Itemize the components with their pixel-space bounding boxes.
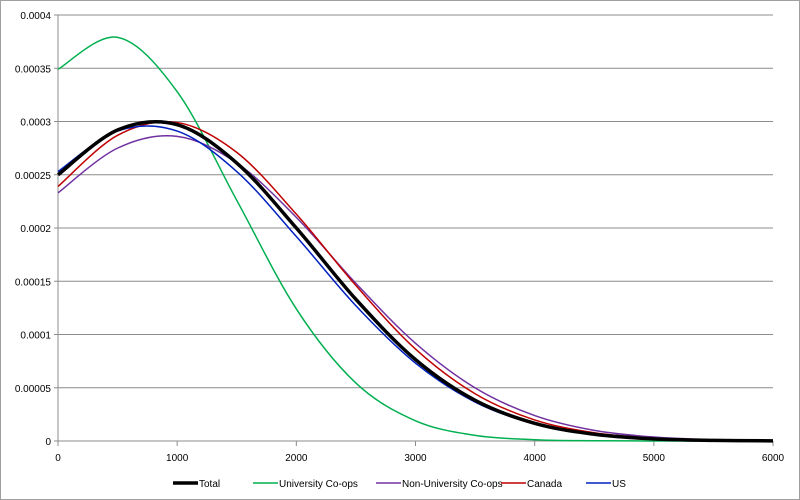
series-line-us bbox=[57, 125, 774, 442]
series-line-non-university-co-ops bbox=[57, 135, 774, 442]
y-tick-label: 0.0002 bbox=[20, 224, 51, 235]
x-tick-label: 3000 bbox=[404, 453, 427, 464]
y-tick-label: 0.00035 bbox=[15, 64, 52, 75]
x-tick-label: 0 bbox=[55, 453, 61, 464]
y-tick-label: 0.0003 bbox=[20, 118, 51, 129]
x-tick-label: 4000 bbox=[524, 453, 547, 464]
series-line-university-co-ops bbox=[57, 36, 774, 442]
legend-label: Total bbox=[199, 479, 220, 490]
legend-label: Canada bbox=[527, 479, 562, 490]
x-tick-label: 2000 bbox=[285, 453, 308, 464]
legend-label: Non-University Co-ops bbox=[402, 479, 503, 490]
y-tick-label: 0.00025 bbox=[15, 171, 52, 182]
y-tick-label: 0.0001 bbox=[20, 331, 51, 342]
x-tick-label: 5000 bbox=[643, 453, 666, 464]
x-tick-label: 1000 bbox=[166, 453, 189, 464]
legend-label: University Co-ops bbox=[279, 479, 358, 490]
x-tick-label: 6000 bbox=[762, 453, 785, 464]
legend-label: US bbox=[612, 479, 626, 490]
y-tick-label: 0.00005 bbox=[15, 384, 52, 395]
y-tick-label: 0.00015 bbox=[15, 277, 52, 288]
series-line-total bbox=[56, 120, 774, 443]
y-tick-label: 0 bbox=[45, 437, 51, 448]
y-tick-label: 0.0004 bbox=[20, 11, 51, 22]
